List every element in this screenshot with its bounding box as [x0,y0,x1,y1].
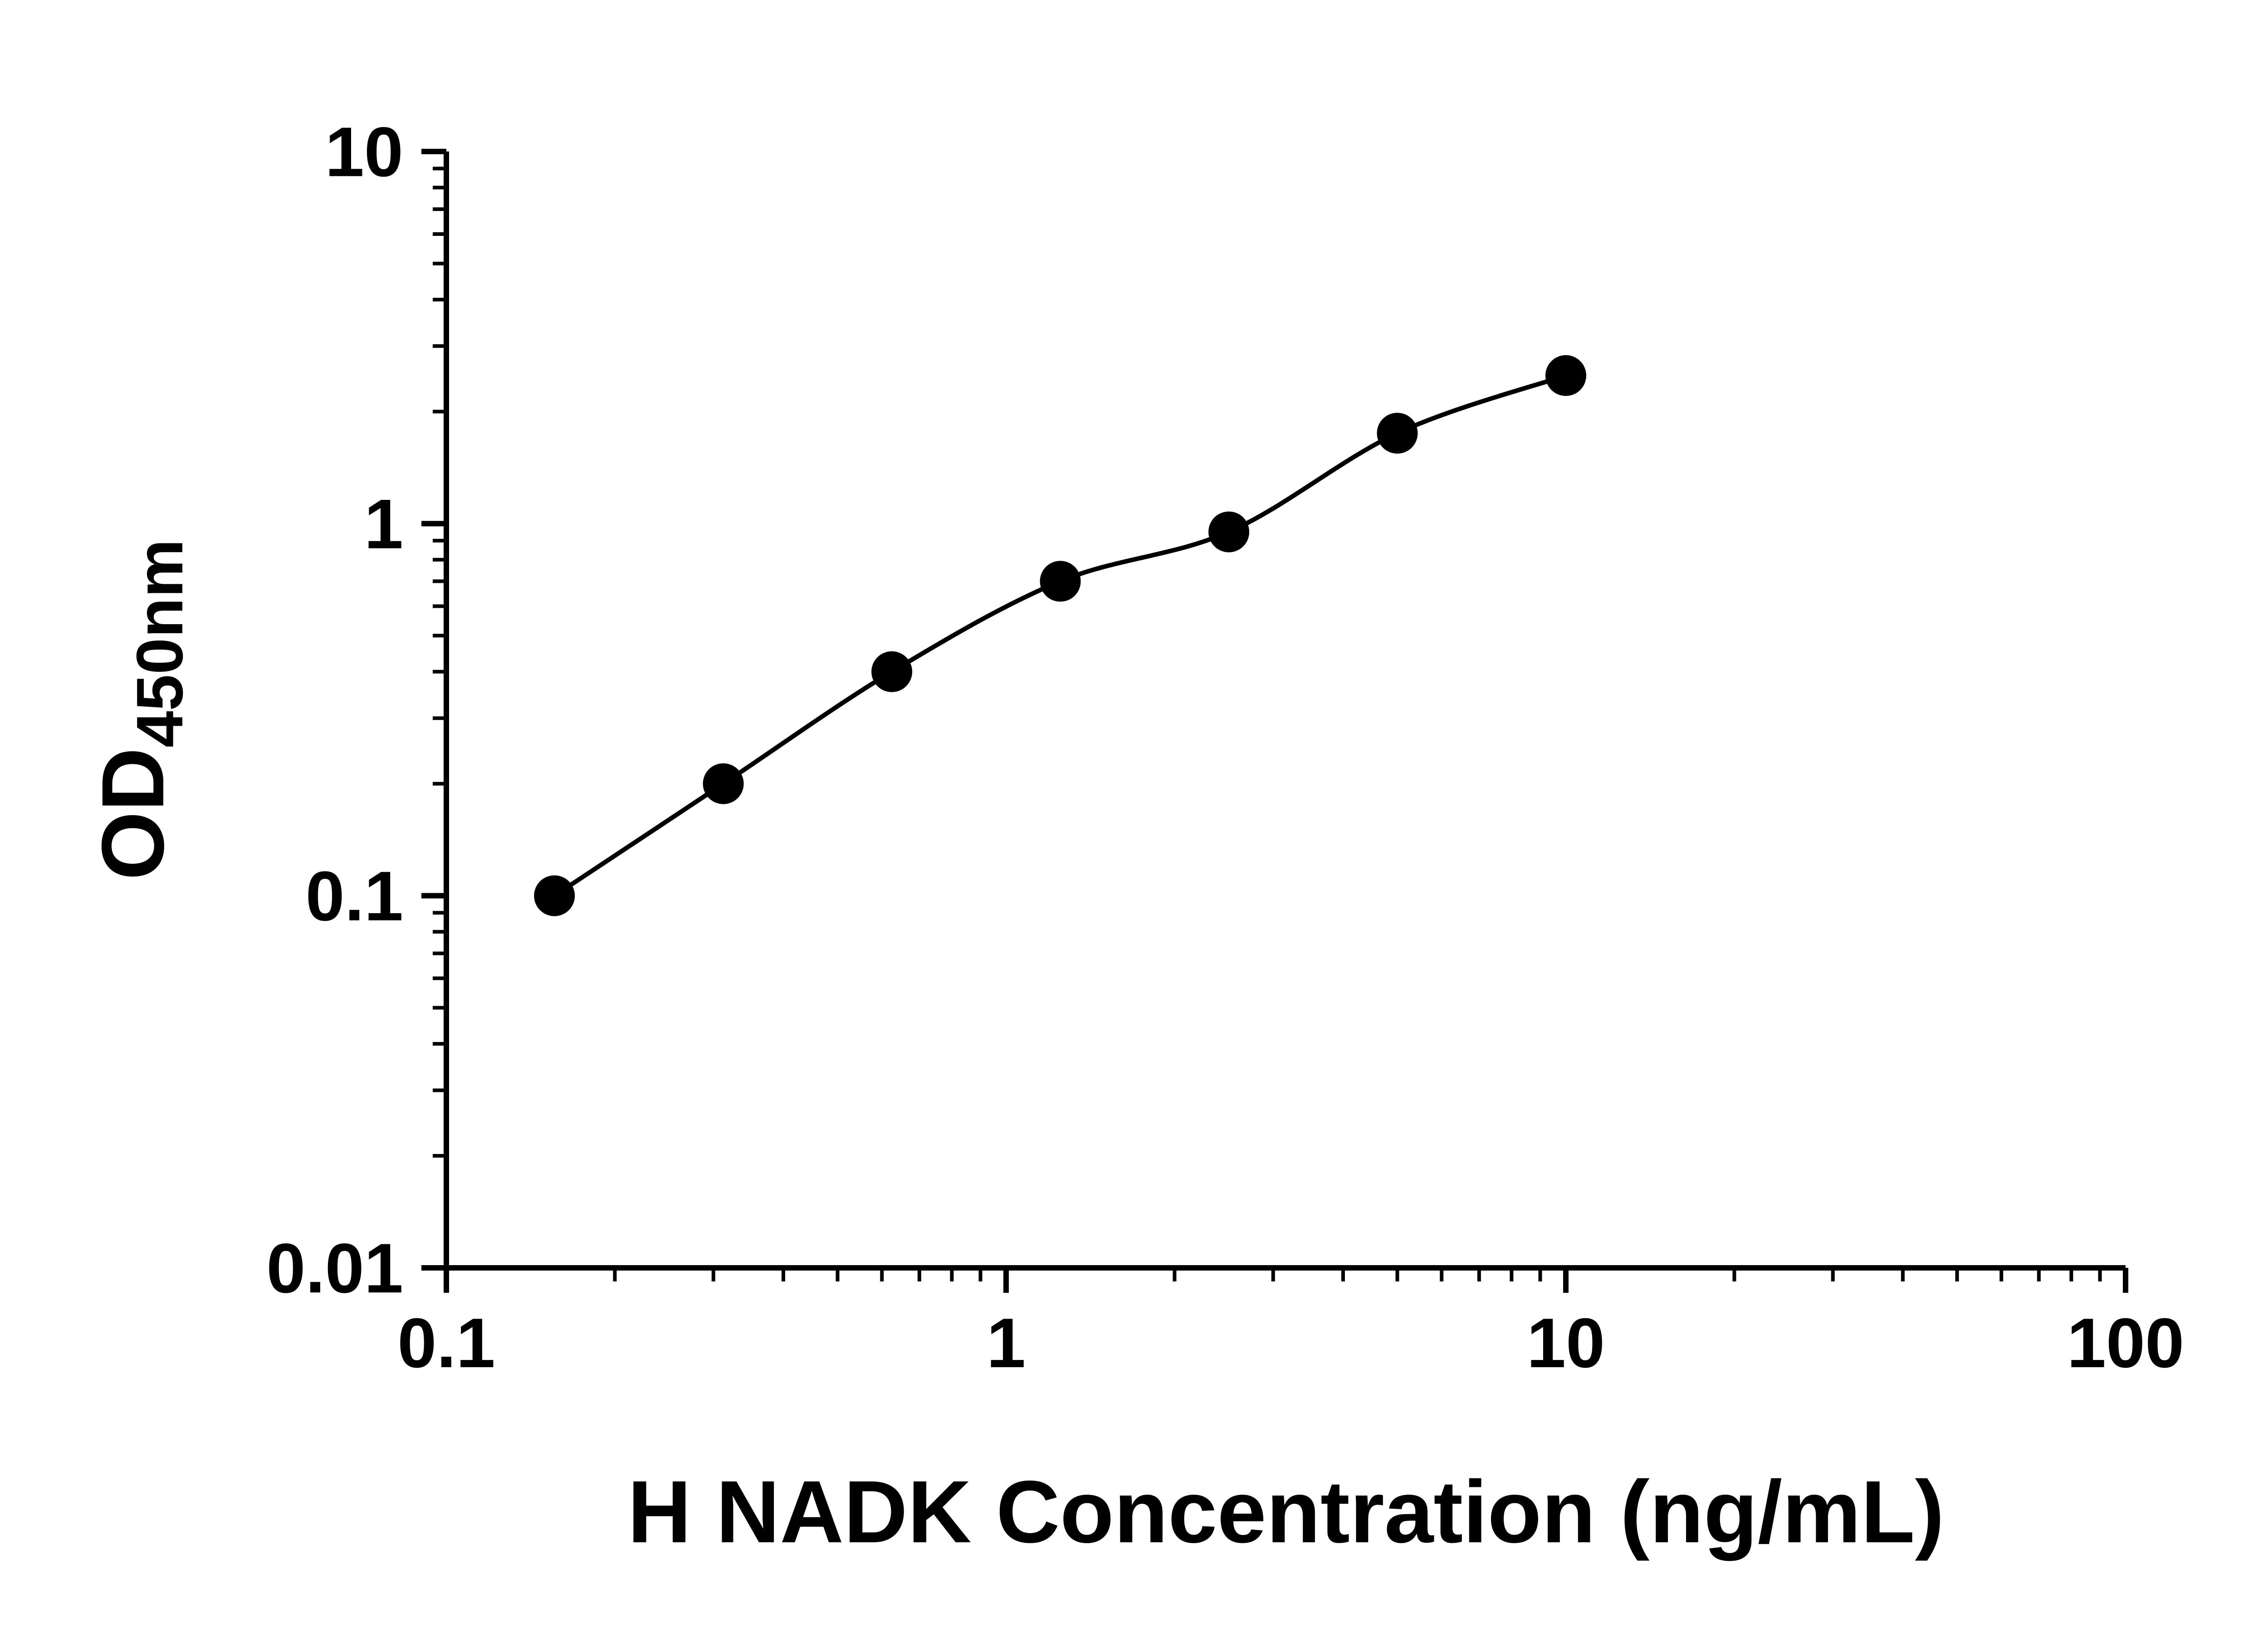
x-tick-label: 1 [987,1304,1026,1382]
data-point-marker [1040,561,1081,602]
y-axis-title-main: OD [83,748,182,880]
data-point-marker [1208,511,1250,552]
x-tick-label: 100 [2067,1304,2185,1382]
data-point-marker [1545,355,1586,396]
x-axis-title: H NADK Concentration (ng/mL) [627,1462,1944,1561]
y-axis-title: OD450nm [83,539,196,880]
y-tick-label: 0.1 [306,857,403,935]
y-tick-label: 10 [325,112,403,191]
x-tick-label: 0.1 [397,1304,495,1382]
data-point-marker [703,763,744,804]
y-axis-title-subscript: 450nm [123,539,196,748]
y-tick-label: 0.01 [266,1229,403,1307]
data-point-marker [1377,413,1418,454]
y-tick-label: 1 [364,485,403,563]
x-tick-label: 10 [1527,1304,1605,1382]
data-point-marker [871,651,913,692]
data-point-marker [534,875,575,916]
